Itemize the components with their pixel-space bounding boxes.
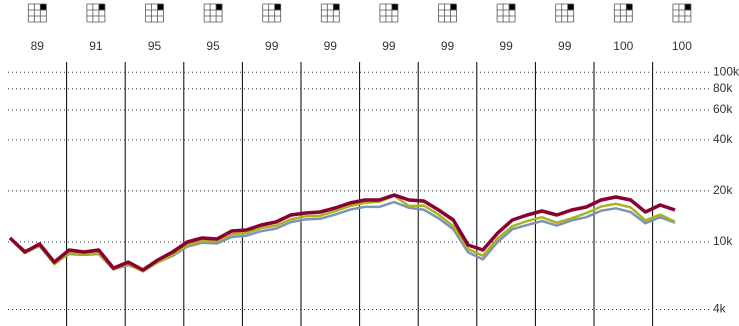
- style-box-fill: [509, 4, 516, 10]
- style-box-fill: [40, 4, 47, 10]
- column-score: 95: [148, 39, 162, 53]
- column-score: 99: [324, 39, 338, 53]
- style-box-fill: [157, 4, 164, 10]
- y-tick-label: 60k: [713, 102, 733, 116]
- column-score: 99: [265, 39, 279, 53]
- style-box-fill: [567, 4, 574, 10]
- column-score: 100: [672, 39, 692, 53]
- y-tick-label: 100k: [713, 64, 739, 78]
- column-score: 99: [441, 39, 455, 53]
- series-line: [8, 193, 676, 272]
- y-tick-label: 40k: [713, 132, 733, 146]
- style-box-fill: [450, 4, 457, 10]
- y-tick-label: 4k: [713, 302, 727, 316]
- style-box-fill: [216, 4, 223, 10]
- style-box-fill: [391, 4, 398, 10]
- style-box-fill: [684, 4, 691, 10]
- column-score: 99: [382, 39, 396, 53]
- y-tick-label: 20k: [713, 183, 733, 197]
- y-tick-label: 80k: [713, 81, 733, 95]
- style-box-fill: [333, 4, 340, 10]
- column-score: 95: [206, 39, 220, 53]
- column-score: 100: [613, 39, 633, 53]
- series-line: [9, 200, 676, 272]
- column-score: 91: [89, 39, 103, 53]
- column-score: 89: [31, 39, 45, 53]
- column-score: 99: [499, 39, 513, 53]
- style-box-fill: [626, 4, 633, 10]
- y-tick-label: 10k: [713, 234, 733, 248]
- column-score: 99: [558, 39, 572, 53]
- style-box-fill: [98, 4, 105, 10]
- style-box-fill: [274, 4, 281, 10]
